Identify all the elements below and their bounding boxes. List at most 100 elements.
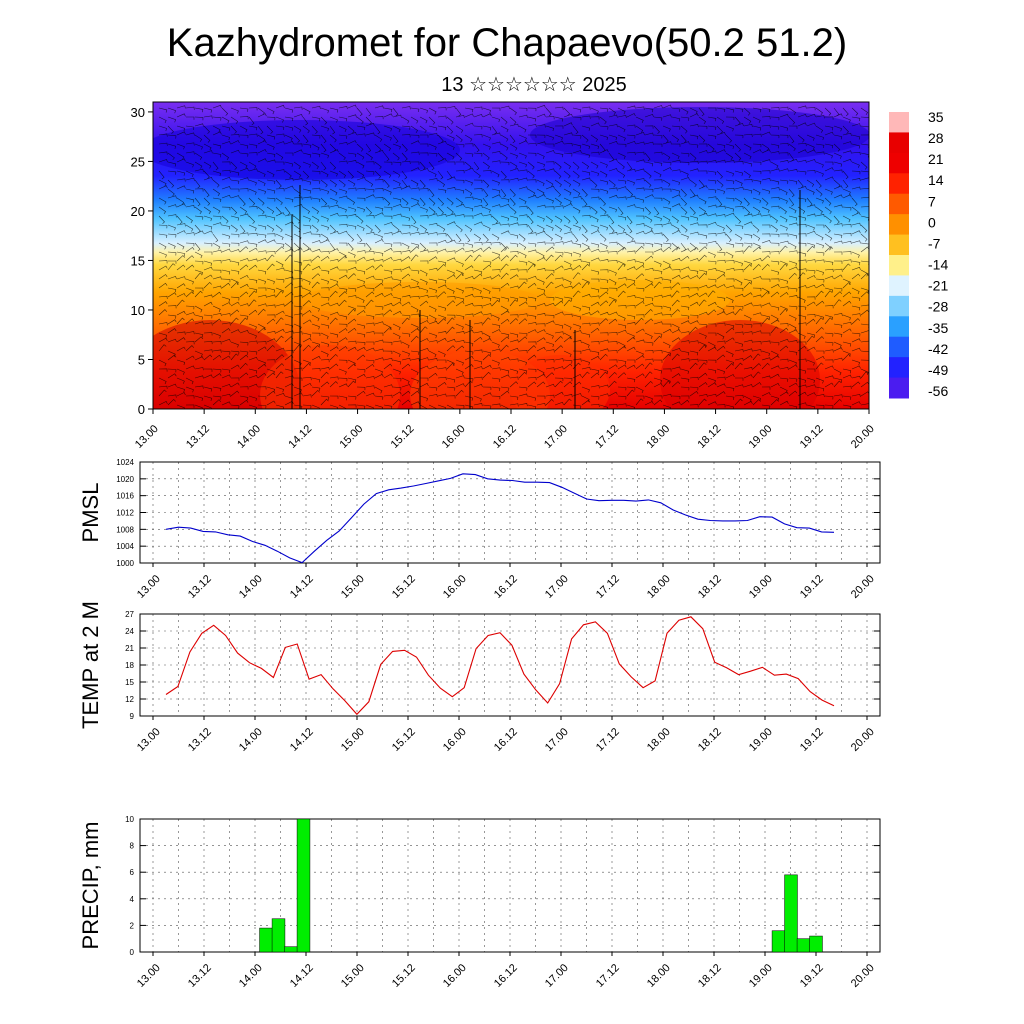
wind-barb: [707, 260, 717, 265]
wind-barb: [689, 194, 699, 199]
wind-barb: [239, 395, 249, 401]
wind-barb: [500, 344, 509, 352]
wind-barb: [302, 206, 311, 214]
wind-barb: [572, 264, 582, 271]
wind-barb: [725, 267, 735, 271]
wind-barb: [563, 278, 572, 285]
wind-barb: [446, 317, 455, 325]
wind-barb: [257, 214, 267, 218]
wind-barb: [752, 399, 761, 406]
wind-barb: [473, 366, 483, 370]
wind-barb: [410, 161, 420, 165]
wind-barb: [500, 374, 510, 379]
wind-barb: [725, 116, 735, 121]
wind-barb: [230, 301, 240, 307]
wind-barb: [446, 269, 455, 276]
wind-barb: [833, 240, 843, 244]
wind-barb: [500, 215, 510, 222]
wind-barb: [356, 224, 365, 232]
wind-barb: [518, 134, 527, 141]
precip-bar: [259, 927, 273, 953]
wind-barb: [509, 395, 519, 400]
wind-barb: [455, 107, 462, 117]
wind-barb: [221, 350, 231, 355]
wind-barb: [797, 402, 807, 406]
wind-barb: [518, 242, 527, 250]
wind-barb: [662, 313, 672, 318]
wind-barb: [437, 350, 446, 358]
wind-barb: [455, 224, 463, 233]
wind-barb: [761, 350, 770, 357]
wind-barb: [635, 301, 645, 307]
wind-barb: [554, 323, 564, 329]
wind-barb: [392, 125, 401, 133]
wind-barb: [374, 212, 384, 217]
wind-barb: [176, 255, 186, 262]
wind-barb: [464, 113, 474, 118]
wind-barb: [527, 142, 537, 146]
wind-barb: [734, 134, 744, 139]
wind-barb: [563, 363, 573, 370]
wind-barb: [680, 233, 689, 240]
wind-barb: [527, 296, 537, 302]
wind-barb: [671, 215, 679, 224]
wind-barb: [545, 224, 554, 231]
wind-barb: [545, 242, 555, 246]
wind-barb: [329, 278, 338, 285]
wind-barb: [302, 332, 312, 338]
wind-barb: [248, 125, 258, 131]
wind-barb: [437, 284, 447, 289]
x-tick-label: 16.00: [441, 726, 469, 754]
wind-barb: [626, 124, 636, 128]
wind-barb: [266, 239, 276, 244]
wind-barb: [365, 170, 375, 175]
wind-barb: [689, 179, 697, 188]
wind-barb: [437, 260, 447, 266]
wind-barb: [383, 293, 393, 298]
wind-barb: [680, 358, 690, 362]
wind-barb: [248, 404, 257, 409]
wind-barb: [428, 372, 438, 379]
wind-barb: [455, 214, 465, 218]
wind-barb: [383, 269, 393, 275]
y-tick-label: 12: [125, 695, 134, 704]
wind-barb: [743, 355, 753, 361]
wind-barb: [383, 276, 393, 280]
wind-barb: [230, 206, 238, 215]
wind-barb: [176, 170, 186, 176]
wind-barb: [581, 366, 591, 370]
wind-barb: [365, 179, 374, 187]
wind-barb: [329, 404, 338, 409]
wind-barb: [230, 309, 240, 316]
wind-barb: [338, 188, 347, 195]
wind-barb: [545, 161, 555, 165]
wind-barb: [266, 254, 275, 262]
x-tick-label: 15.12: [389, 423, 417, 451]
wind-barb: [392, 213, 402, 217]
wind-barb: [419, 348, 429, 352]
wind-barb: [779, 188, 788, 196]
x-tick-label: 14.12: [288, 962, 316, 990]
wind-barb: [401, 152, 408, 162]
wind-barb: [824, 382, 834, 388]
wind-barb: [797, 251, 807, 257]
wind-barb: [374, 313, 384, 317]
wind-barb: [374, 179, 384, 183]
wind-barb: [716, 345, 726, 352]
wind-barb: [356, 143, 364, 152]
wind-barb: [707, 346, 717, 352]
wind-barb: [509, 339, 519, 343]
wind-barb: [482, 364, 492, 370]
wind-barb: [455, 296, 465, 302]
wind-barb: [464, 249, 474, 254]
x-tick-label: 13.12: [186, 726, 214, 754]
wind-barb: [185, 224, 194, 232]
wind-barb: [815, 300, 825, 307]
wind-barb: [617, 161, 625, 170]
wind-barb: [347, 197, 356, 205]
wind-barb: [473, 359, 483, 365]
wind-barb: [284, 291, 294, 298]
wind-barb: [464, 329, 474, 334]
wind-barb: [338, 287, 348, 293]
wind-barb: [734, 269, 744, 273]
